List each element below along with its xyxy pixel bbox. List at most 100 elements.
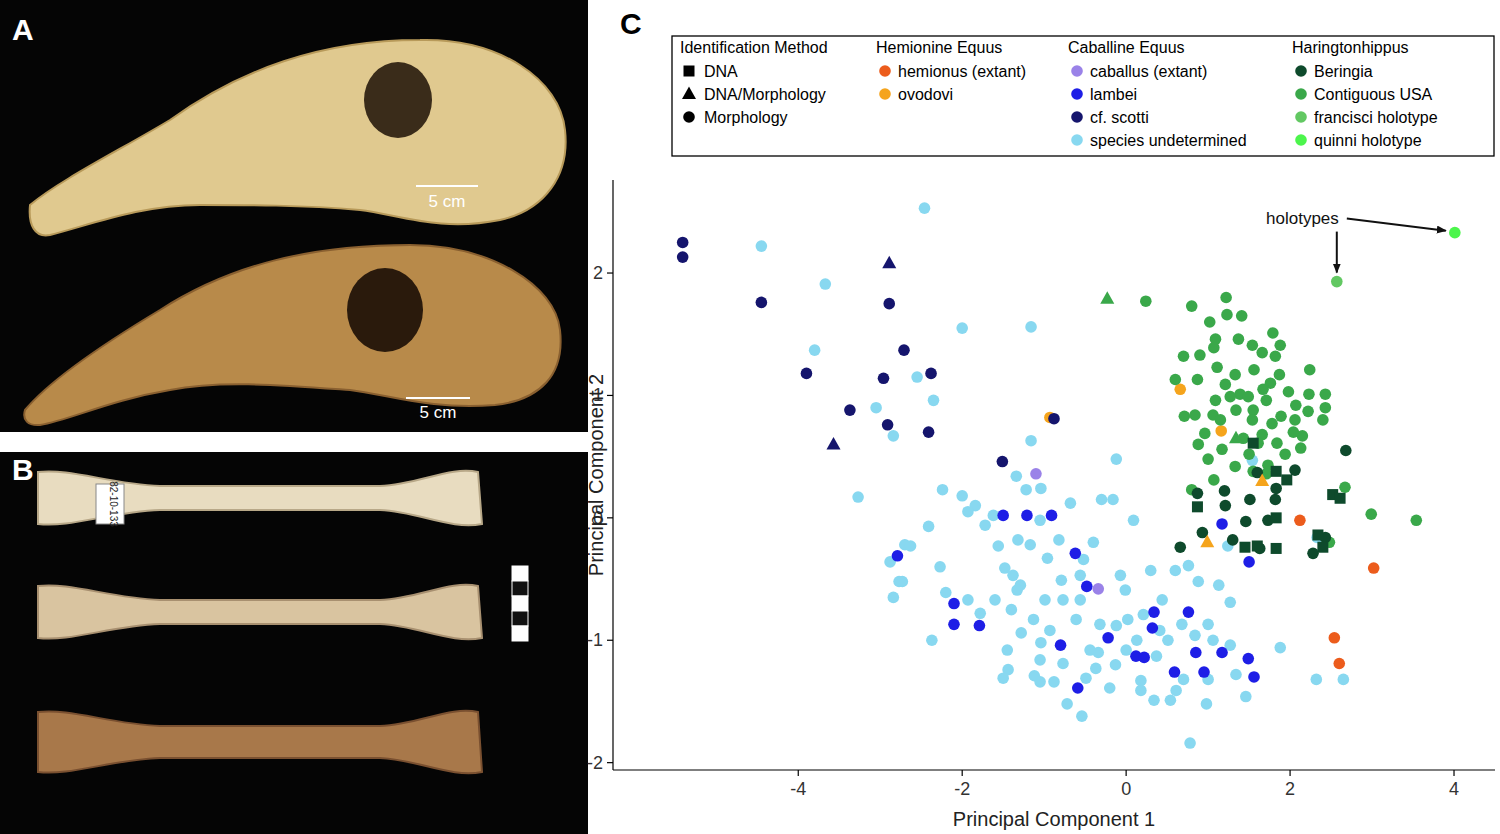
- point: [883, 298, 895, 310]
- point: [1267, 327, 1279, 339]
- point: [1271, 543, 1282, 554]
- point: [997, 510, 1009, 522]
- point: [1304, 364, 1316, 376]
- point: [852, 491, 864, 503]
- legend-title: Haringtonhippus: [1292, 39, 1409, 56]
- point: [1001, 644, 1013, 656]
- skull-top: [30, 40, 566, 235]
- point: [1147, 622, 1159, 634]
- point: [1294, 514, 1306, 526]
- point: [1240, 516, 1252, 528]
- series: [1449, 227, 1461, 239]
- point: [1025, 321, 1037, 333]
- point: [905, 540, 917, 552]
- point: [1220, 500, 1232, 512]
- point: [1055, 639, 1067, 651]
- point: [1148, 606, 1160, 618]
- figure-root: A5 cm5 cm82-10-133BC-4-2024-2-1012Princi…: [0, 0, 1500, 834]
- annotation-text: holotypes: [1266, 209, 1339, 228]
- legend-label: cf. scotti: [1090, 109, 1149, 126]
- point: [1210, 395, 1222, 407]
- point: [1229, 431, 1243, 444]
- point: [844, 404, 856, 416]
- point: [1320, 402, 1332, 414]
- point: [956, 322, 968, 334]
- point: [1244, 494, 1256, 506]
- point: [1183, 560, 1195, 572]
- x-tick-label: 2: [1285, 779, 1295, 799]
- point: [1198, 666, 1210, 678]
- point: [1283, 386, 1295, 398]
- point: [878, 372, 890, 384]
- point: [926, 634, 938, 646]
- point: [1202, 619, 1214, 631]
- point: [1104, 682, 1116, 694]
- point: [1271, 512, 1282, 523]
- series: [1192, 438, 1346, 554]
- point: [1274, 339, 1286, 351]
- scale-bar: [416, 185, 478, 187]
- point: [1220, 379, 1232, 391]
- point: [956, 490, 968, 502]
- skull-bottom-orbit: [347, 268, 423, 352]
- point: [1229, 461, 1241, 473]
- point: [1335, 493, 1346, 504]
- point: [1274, 642, 1286, 654]
- point: [1215, 414, 1227, 426]
- panel-a-background: [0, 0, 588, 432]
- point: [1122, 614, 1134, 626]
- point: [1303, 388, 1315, 400]
- point: [1100, 291, 1114, 304]
- legend-label: Beringia: [1314, 63, 1373, 80]
- point: [1216, 443, 1228, 455]
- point: [1065, 497, 1077, 509]
- scale-label: 5 cm: [420, 403, 457, 422]
- legend-marker: [1295, 65, 1307, 77]
- series: [677, 237, 1060, 468]
- point: [1255, 474, 1269, 487]
- point: [989, 594, 1001, 606]
- point: [1070, 614, 1082, 626]
- point: [1006, 604, 1018, 616]
- point: [992, 540, 1004, 552]
- point: [1270, 350, 1282, 362]
- point: [1236, 310, 1248, 322]
- point: [1190, 647, 1202, 659]
- point: [974, 620, 986, 632]
- legend-label: species undetermined: [1090, 132, 1247, 149]
- point: [1192, 374, 1204, 386]
- point: [1131, 634, 1143, 646]
- panel-letter: A: [12, 13, 34, 46]
- point: [923, 521, 935, 533]
- point: [1107, 494, 1119, 506]
- legend-marker: [1071, 88, 1083, 100]
- point: [1275, 410, 1287, 422]
- point: [1088, 537, 1100, 549]
- point: [882, 256, 896, 269]
- point: [892, 550, 904, 562]
- figure: A5 cm5 cm82-10-133BC-4-2024-2-1012Princi…: [0, 0, 1500, 834]
- scale-block: [512, 596, 528, 611]
- point: [1289, 464, 1301, 476]
- annotation: holotypes: [1266, 209, 1446, 273]
- legend-marker: [1071, 65, 1083, 77]
- point: [1248, 438, 1259, 449]
- series: [1331, 276, 1343, 288]
- point: [1340, 445, 1352, 457]
- point: [925, 368, 937, 380]
- point: [1183, 606, 1195, 618]
- point: [1290, 399, 1302, 411]
- point: [1192, 576, 1204, 588]
- point: [1110, 620, 1122, 632]
- point: [1081, 581, 1093, 593]
- scale-bar: [406, 397, 470, 399]
- series: [892, 510, 1260, 694]
- point: [1215, 425, 1227, 437]
- point: [1074, 594, 1086, 606]
- point: [1320, 388, 1332, 400]
- point: [1271, 437, 1283, 449]
- point: [1162, 634, 1174, 646]
- point: [1317, 542, 1328, 553]
- point: [1219, 485, 1231, 497]
- point: [1156, 594, 1168, 606]
